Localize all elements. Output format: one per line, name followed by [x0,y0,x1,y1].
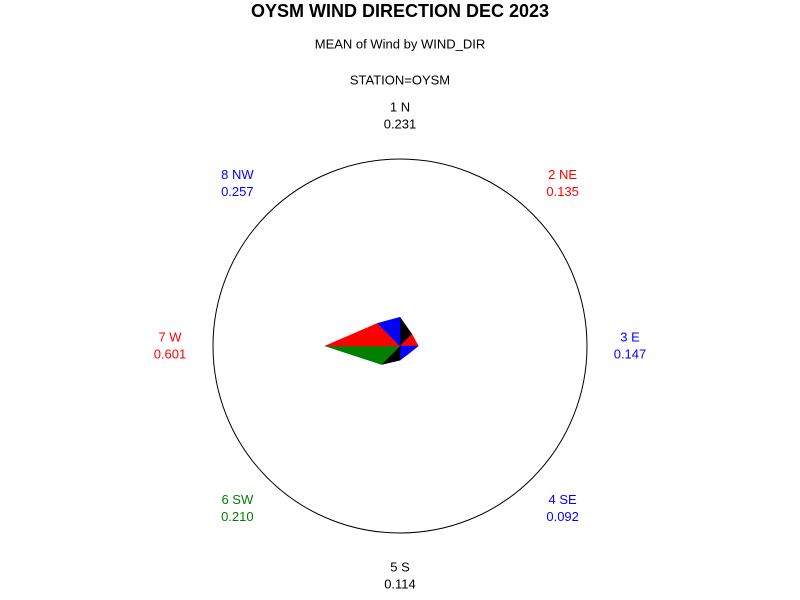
direction-label: 4 SE [549,492,578,507]
value-label: 0.092 [546,509,579,524]
value-label: 0.135 [546,184,579,199]
outer-circle [212,158,588,534]
value-label: 0.114 [384,576,416,591]
direction-label: 8 NW [221,167,254,182]
star-slice [376,316,401,347]
value-label: 0.210 [221,509,254,524]
direction-label: 6 SW [221,492,254,507]
value-label: 0.257 [221,184,254,199]
direction-label: 1 N [390,99,410,114]
value-label: 0.601 [154,346,187,361]
by-line: STATION=OYSM [350,72,450,87]
value-label: 0.231 [384,116,417,131]
direction-label: 7 W [158,329,182,344]
value-label: 0.147 [614,346,647,361]
direction-label: 2 NE [548,167,577,182]
chart-title: OYSM WIND DIRECTION DEC 2023 [251,1,549,21]
direction-label: 5 S [390,559,410,574]
chart-subtitle: MEAN of Wind by WIND_DIR [315,36,485,51]
direction-label: 3 E [620,329,640,344]
